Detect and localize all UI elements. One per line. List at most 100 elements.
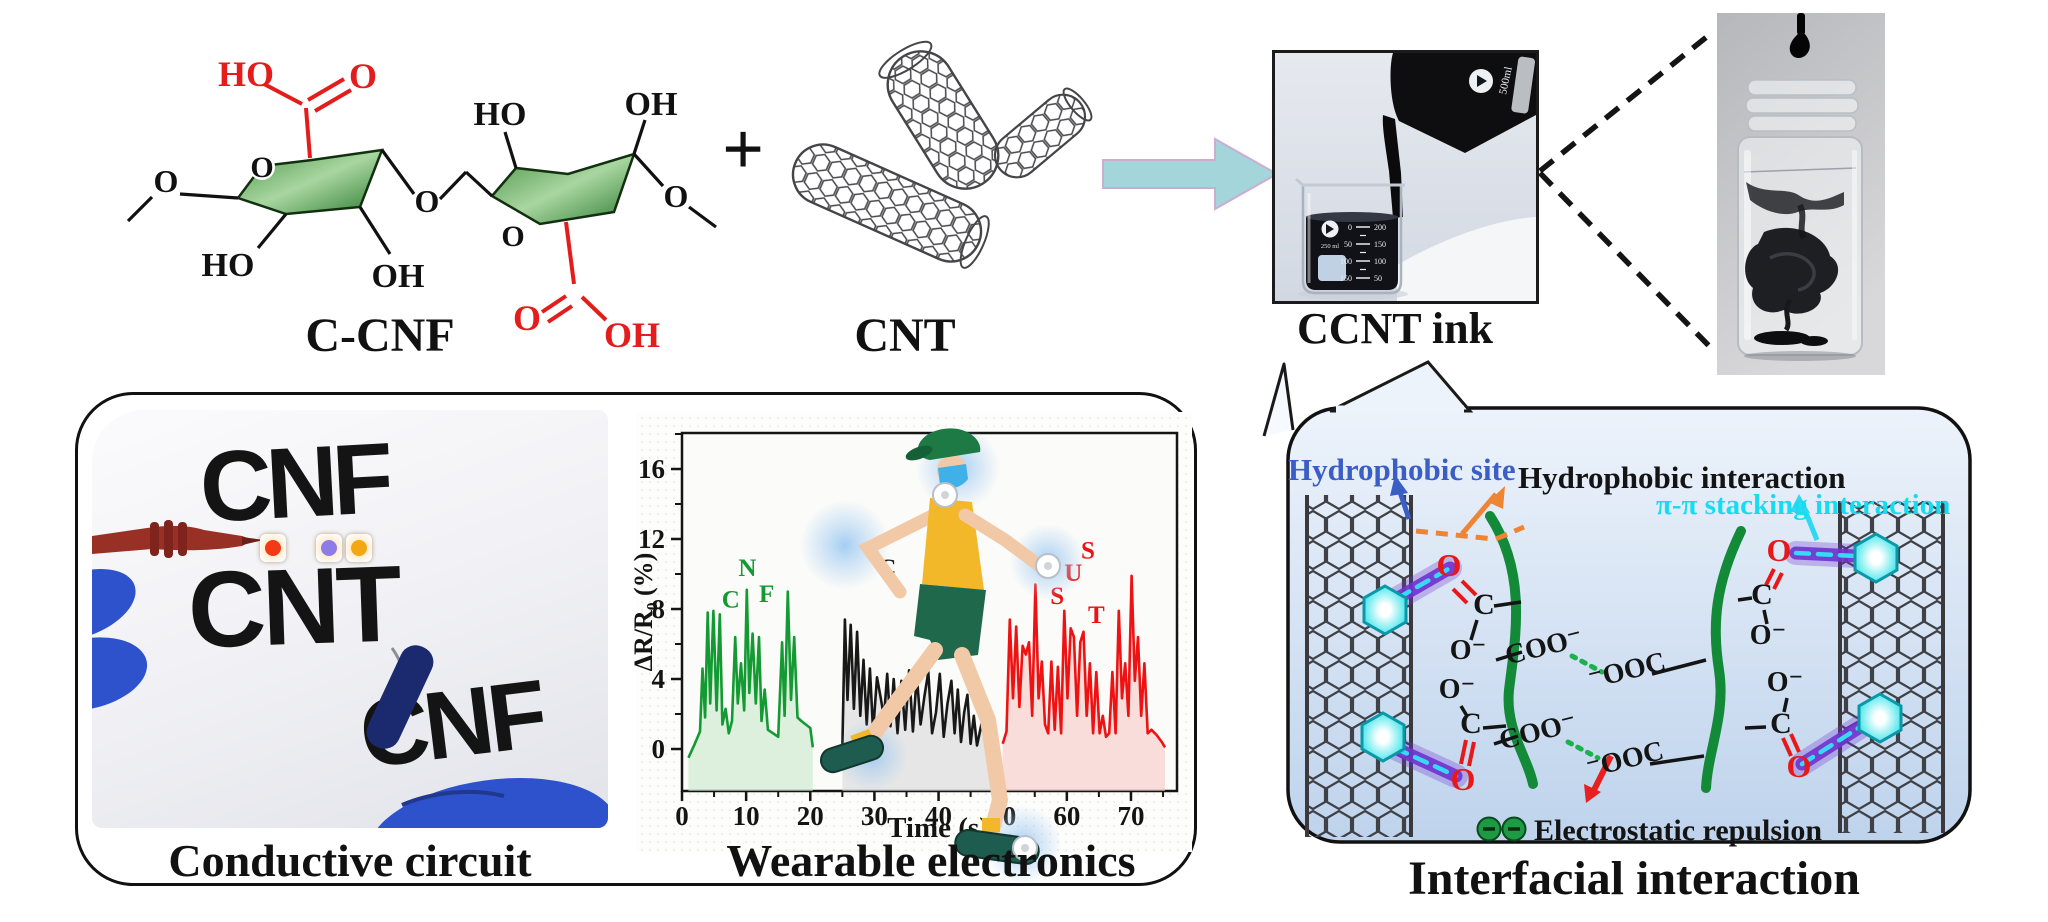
ink-droplet (1789, 13, 1810, 59)
beaker-volume-text: 250 ml (1321, 243, 1339, 250)
atom-label: HO (202, 247, 255, 284)
interfacial-interaction-title: Interfacial interaction (1408, 852, 1860, 905)
svg-text:60: 60 (1053, 801, 1080, 831)
probe-clip (92, 520, 264, 558)
molecule-bonds-red (263, 77, 608, 324)
pouring-stream (1382, 115, 1403, 218)
pi-pi-capsules (1383, 541, 1872, 788)
atom-label: C (1751, 578, 1773, 611)
callout-spike (1262, 362, 1295, 437)
svg-text:100: 100 (1340, 257, 1352, 266)
orange-dashed-line (1415, 528, 1495, 542)
trace-letter: C (722, 586, 740, 613)
beaker-graduations: 0 200 50 150 100 100 150 50 (1340, 223, 1386, 283)
blue-glove-left (92, 568, 148, 711)
formula-bonds (1451, 568, 1801, 767)
circuit-photo-overlay (92, 520, 608, 828)
led-red (260, 534, 286, 562)
svg-text:150: 150 (1374, 240, 1386, 249)
runner-cap (917, 428, 981, 460)
atom-label: O (1787, 748, 1812, 784)
trace-letter: T (1088, 602, 1105, 629)
wearable-electronics-figure: 0102030405060700481216 CNFCSUST Time (s)… (629, 412, 1192, 885)
svg-text:150: 150 (1340, 274, 1352, 283)
runner-shorts (914, 584, 986, 660)
plus-icon: + (722, 109, 765, 191)
svg-text:0: 0 (1348, 223, 1352, 232)
atom-label: HO (218, 54, 274, 94)
electrostatic-repulsion-label: Electrostatic repulsion (1534, 814, 1822, 847)
atom-label: O⁻ (1767, 667, 1804, 698)
trace-letter: N (738, 555, 756, 582)
led-violet (316, 534, 342, 562)
atom-label: O⁻ (1439, 674, 1476, 705)
wearable-electronics-caption: Wearable electronics (726, 835, 1136, 886)
ink-plume (1745, 182, 1844, 346)
pi-pi-stacking-label: π-π stacking interaction (1656, 489, 1950, 521)
dashed-line-upper (1538, 28, 1716, 174)
svg-text:200: 200 (1374, 223, 1386, 232)
svg-text:20: 20 (797, 801, 824, 831)
series-area-SUST (1002, 575, 1165, 791)
nanotube-large (791, 143, 990, 269)
capsule (1784, 541, 1868, 568)
atom-label: OH (604, 315, 660, 355)
table-surface (1397, 217, 1536, 301)
cyan-arrow (1801, 507, 1820, 541)
svg-text:8: 8 (652, 594, 666, 624)
conductive-circuit-photo: CNF CNT CNF (92, 410, 608, 828)
atom-label: O (415, 183, 440, 219)
atom-label: O (250, 151, 273, 184)
atom-label: OH (372, 258, 425, 295)
ccnt-ink-label: CCNT ink (1296, 304, 1494, 353)
bottle-volume-text: 500ml (1497, 66, 1515, 96)
svg-text:16: 16 (638, 454, 665, 484)
atom-label: O (154, 163, 179, 199)
atom-label: HO (474, 96, 527, 133)
dashed-line-lower (1538, 171, 1717, 354)
svg-text:4: 4 (652, 664, 666, 694)
runner-illustration (800, 426, 1086, 885)
ccnf-label: C-CNF (305, 309, 455, 362)
atom-label: O (1437, 547, 1462, 583)
capsule (1790, 715, 1872, 776)
atom-label: OH (625, 86, 678, 123)
ink-bottle: 500ml (1390, 53, 1536, 153)
bottle-side-label (1511, 56, 1536, 114)
callout-pointer (1329, 360, 1474, 413)
cnt-nanotubes (791, 40, 1093, 269)
chart-axes: 0102030405060700481216 (638, 433, 1165, 831)
trace-letter: F (759, 581, 774, 608)
led-amber (346, 534, 372, 562)
atom-label: O (513, 298, 541, 338)
hydrophobic-interaction-label: Hydrophobic interaction (1518, 460, 1846, 495)
atom-label: O⁻ (1750, 620, 1787, 651)
svg-text:50: 50 (1344, 240, 1352, 249)
ccnf-chains (1485, 511, 1746, 793)
nanotube-small (993, 87, 1093, 179)
capsule (1386, 556, 1462, 610)
svg-text:30: 30 (861, 801, 888, 831)
atom-label: O (1767, 532, 1792, 568)
atom-label: C (1770, 707, 1792, 740)
benzene-hexagons (1360, 532, 1903, 763)
svg-text:40: 40 (925, 801, 952, 831)
arrow-right-icon (1102, 137, 1280, 211)
blue-glove-bottom (367, 777, 608, 828)
glove-finger (366, 645, 434, 749)
atom-label: O (501, 220, 524, 253)
svg-text:70: 70 (1117, 801, 1144, 831)
annotation-arrows (1390, 475, 1820, 803)
atom-label: O⁻ (1450, 635, 1487, 666)
ink-dispersion-vial-photo (1717, 13, 1885, 375)
series-line-CNF (687, 588, 815, 759)
hydrophobic-site-label: Hydrophobic site (1288, 452, 1516, 487)
glass-beaker: 250 ml 0 200 50 150 100 100 150 50 (1295, 177, 1405, 295)
cnt-label: CNT (854, 309, 956, 362)
atom-label: O (664, 178, 689, 214)
y-axis-title: ΔR/R₀ (%) (629, 553, 658, 672)
